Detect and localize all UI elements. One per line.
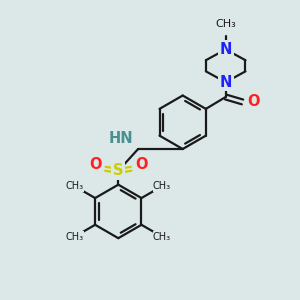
Text: S: S bbox=[113, 163, 124, 178]
Text: O: O bbox=[89, 158, 101, 172]
Text: O: O bbox=[248, 94, 260, 110]
Text: CH₃: CH₃ bbox=[65, 181, 84, 191]
Text: HN: HN bbox=[109, 131, 133, 146]
Text: CH₃: CH₃ bbox=[65, 232, 84, 242]
Text: N: N bbox=[220, 75, 232, 90]
Text: CH₃: CH₃ bbox=[215, 19, 236, 28]
Text: N: N bbox=[220, 42, 232, 57]
Text: O: O bbox=[135, 158, 148, 172]
Text: CH₃: CH₃ bbox=[153, 232, 171, 242]
Text: CH₃: CH₃ bbox=[153, 181, 171, 191]
